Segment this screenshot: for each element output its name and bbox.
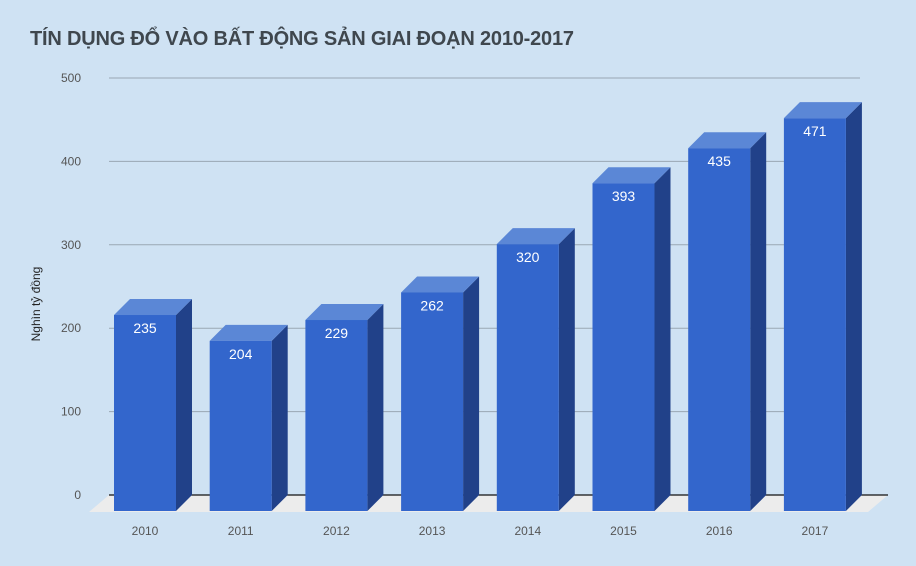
bar-top — [592, 167, 671, 184]
chart-floor — [89, 495, 888, 512]
bar-front — [305, 320, 368, 511]
x-tick-label: 2015 — [610, 524, 637, 538]
data-label: 262 — [420, 297, 444, 313]
x-tick-label: 2012 — [323, 524, 350, 538]
y-tick-label: 300 — [61, 238, 81, 252]
bar-side — [654, 167, 671, 511]
chart-title: TÍN DỤNG ĐỔ VÀO BẤT ĐỘNG SẢN GIAI ĐOẠN 2… — [30, 28, 574, 50]
data-label: 204 — [229, 346, 253, 362]
bar-front — [401, 292, 464, 511]
bar-side — [367, 304, 384, 511]
x-tick-label: 2010 — [132, 524, 159, 538]
data-label: 393 — [612, 188, 636, 204]
bar-top — [209, 324, 288, 341]
bar-side — [463, 276, 480, 511]
x-tick-label: 2014 — [514, 524, 541, 538]
bar-top — [305, 304, 384, 321]
bar-top — [688, 132, 767, 149]
x-tick-label: 2011 — [228, 524, 254, 538]
bar-side — [845, 102, 862, 511]
y-tick-label: 400 — [61, 154, 81, 168]
y-tick-label: 500 — [61, 71, 81, 85]
bar-side — [558, 228, 575, 511]
bar-front — [783, 118, 846, 511]
bar-front — [114, 315, 176, 511]
x-tick-label: 2016 — [706, 524, 733, 538]
bar-front — [496, 244, 559, 511]
y-tick-label: 100 — [61, 405, 81, 419]
bar-side — [176, 299, 192, 511]
bar-side — [750, 132, 767, 511]
bar-front — [592, 183, 655, 511]
x-tick-label: 2017 — [802, 524, 829, 538]
x-tick-label: 2013 — [419, 524, 446, 538]
bar-top — [401, 276, 480, 293]
y-tick-label: 0 — [74, 488, 81, 502]
bar-front — [209, 340, 272, 511]
bar-top — [496, 228, 575, 245]
bar-side — [271, 324, 288, 511]
bar-top — [114, 299, 192, 316]
y-tick-label: 200 — [61, 321, 81, 335]
data-label: 471 — [803, 123, 827, 139]
data-label: 229 — [325, 325, 349, 341]
data-label: 435 — [708, 153, 732, 169]
bar-front — [688, 148, 751, 511]
data-label: 320 — [516, 249, 540, 265]
bar-top — [783, 102, 862, 119]
data-label: 235 — [133, 320, 157, 336]
